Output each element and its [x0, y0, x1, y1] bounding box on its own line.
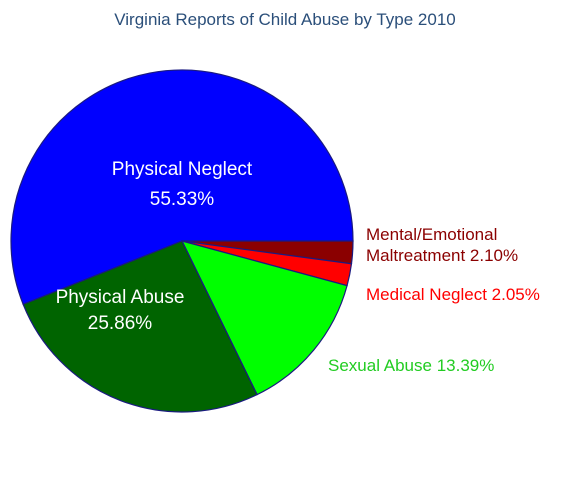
label-physical-neglect-name: Physical Neglect	[111, 159, 253, 180]
chart-title: Virginia Reports of Child Abuse by Type …	[114, 10, 456, 29]
label-mental-line1: Mental/Emotional	[366, 225, 498, 244]
pie-slice-physical-neglect	[10, 69, 354, 306]
label-medical-neglect: Medical Neglect 2.05%	[366, 285, 540, 304]
pie-slice-sexual-abuse	[180, 240, 348, 396]
label-physical-neglect: Physical Neglect 55.33%	[92, 158, 272, 212]
label-mental-line2: Maltreatment 2.10%	[366, 246, 519, 266]
label-physical-abuse-pct: 25.86%	[87, 312, 153, 334]
label-sexual-abuse: Sexual Abuse 13.39%	[328, 356, 495, 375]
pie-slice-physical-abuse	[22, 240, 258, 413]
label-mental-emotional: Mental/Emotional Maltreatment 2.10%	[366, 224, 518, 267]
label-physical-abuse-name: Physical Abuse	[55, 287, 185, 308]
label-physical-neglect-pct: 55.33%	[149, 188, 215, 210]
label-physical-abuse: Physical Abuse 25.86%	[20, 286, 220, 336]
